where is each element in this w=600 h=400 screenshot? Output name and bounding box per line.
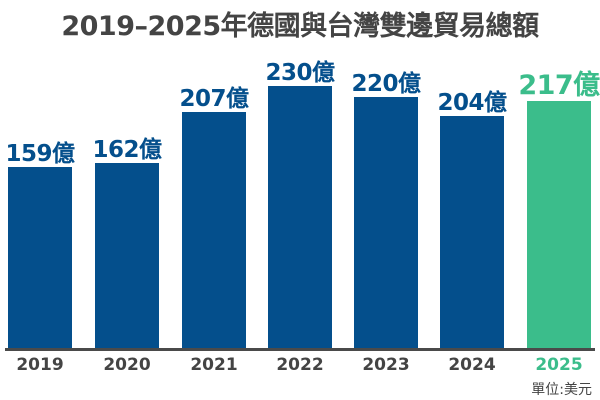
x-tick-label: 2024	[448, 355, 496, 375]
x-tick-label: 2022	[276, 355, 324, 375]
value-label: 217億	[518, 70, 600, 101]
value-label: 159億	[5, 141, 75, 167]
value-label: 230億	[265, 60, 335, 86]
x-tick-label: 2023	[362, 355, 410, 375]
bar-2023	[354, 97, 418, 348]
value-label: 220億	[351, 71, 421, 97]
unit-note: 單位:美元	[531, 382, 592, 398]
value-label: 162億	[92, 137, 162, 163]
bar-2020	[95, 163, 159, 348]
x-tick-label: 2021	[190, 355, 238, 375]
bar-2025	[527, 101, 591, 348]
bar-2019	[8, 167, 72, 348]
chart-title: 2019–2025年德國與台灣雙邊貿易總額	[61, 11, 539, 42]
x-tick-label: 2025	[535, 355, 583, 375]
bar-2021	[182, 112, 246, 348]
value-label: 204億	[437, 90, 507, 116]
x-axis-line	[5, 348, 595, 351]
x-tick-label: 2019	[16, 355, 64, 375]
x-tick-label: 2020	[103, 355, 151, 375]
value-label: 207億	[179, 86, 249, 112]
bar-2022	[268, 86, 332, 348]
bar-2024	[440, 116, 504, 348]
